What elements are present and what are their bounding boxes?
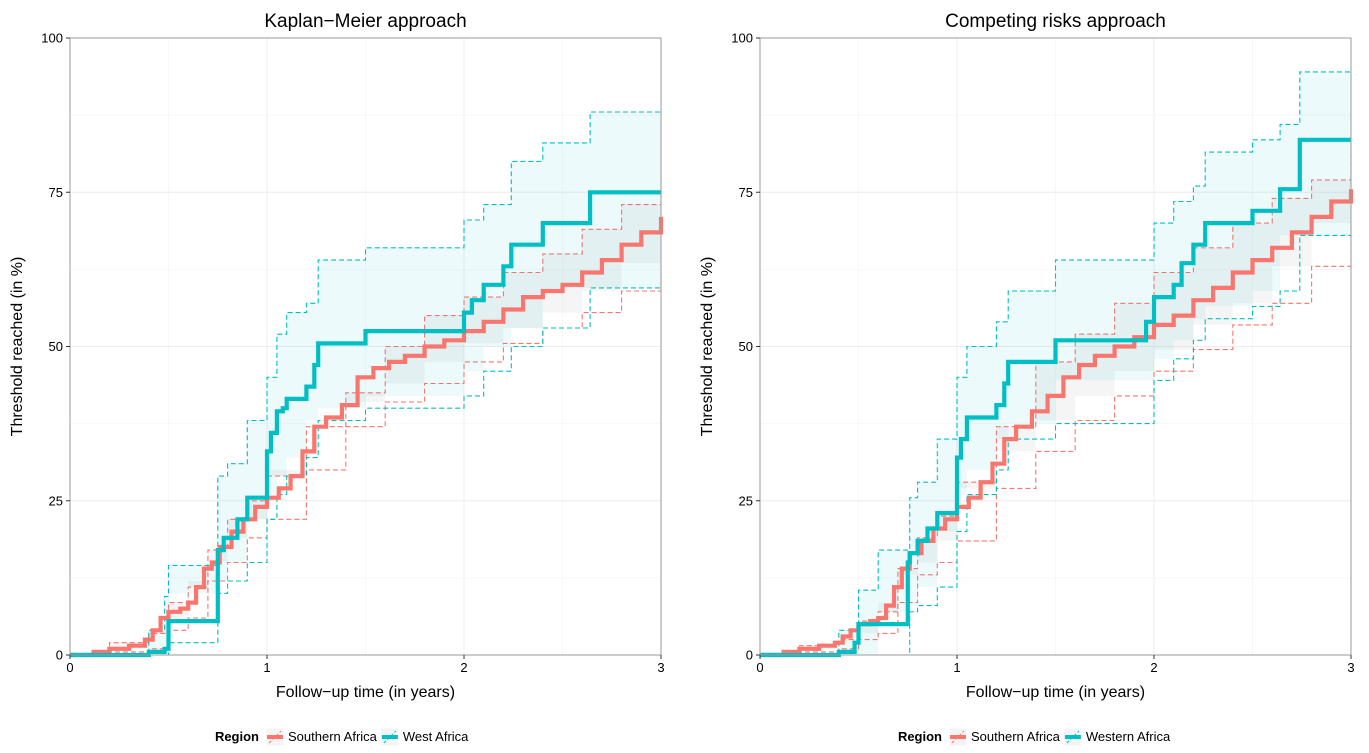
x-tick-label: 3	[1347, 660, 1354, 675]
series-line-western-africa	[760, 137, 1351, 658]
x-axis-title: Follow−up time (in years)	[276, 684, 455, 701]
chart-title: Kaplan−Meier approach	[264, 11, 466, 32]
chart-title: Competing risks approach	[945, 11, 1166, 32]
x-tick-label: 2	[1150, 660, 1157, 675]
legend-label-west-africa: West Africa	[403, 729, 469, 744]
legend-key-dash	[1066, 730, 1080, 744]
legend: Region Southern Africa West Africa	[215, 727, 469, 747]
y-tick-label: 25	[739, 493, 753, 508]
band-upper-western-africa	[760, 71, 1351, 656]
x-tick-label: 3	[657, 660, 664, 675]
legend-title: Region	[898, 729, 942, 744]
x-tick-label: 1	[953, 660, 960, 675]
y-tick-label: 0	[56, 648, 63, 663]
series-line-west-africa	[70, 190, 661, 658]
band-southern-africa	[70, 173, 661, 655]
x-tick-label: 1	[263, 660, 270, 675]
x-tick-label: 0	[66, 660, 73, 675]
plot-area: 0 1 2 3 0 25 50 75 100	[41, 31, 664, 676]
x-axis-title: Follow−up time (in years)	[966, 684, 1145, 701]
legend: Region Southern Africa Western Africa	[898, 727, 1171, 747]
y-axis-title: Threshold reached (in %)	[9, 257, 26, 437]
legend-label-southern-africa: Southern Africa	[288, 729, 378, 744]
band-southern-africa	[760, 149, 1351, 655]
y-tick-label: 75	[739, 185, 753, 200]
y-tick-label: 75	[49, 185, 63, 200]
legend-key-dash	[383, 730, 397, 744]
band-upper-southern-africa	[70, 173, 662, 656]
legend-title: Region	[215, 729, 259, 744]
y-tick-label: 0	[746, 648, 753, 663]
band-upper-west-africa	[70, 111, 661, 656]
y-tick-label: 100	[731, 31, 753, 46]
y-tick-label: 100	[41, 31, 63, 46]
legend-label-western-africa: Western Africa	[1086, 729, 1171, 744]
legend-key-dash	[951, 730, 965, 744]
y-tick-label: 25	[49, 493, 63, 508]
plot-area: 0 1 2 3 0 25 50 75 100	[731, 31, 1354, 676]
y-tick-label: 50	[49, 339, 63, 354]
legend-label-southern-africa: Southern Africa	[971, 729, 1061, 744]
y-axis-title: Threshold reached (in %)	[699, 257, 716, 437]
kaplan-meier-panel: 0 1 2 3 0 25 50 75 100 Kaplan−Meier approach Fol…	[9, 11, 665, 747]
x-tick-label: 2	[460, 660, 467, 675]
y-tick-label: 50	[739, 339, 753, 354]
legend-key-dash	[268, 730, 282, 744]
series-line-southern-africa	[70, 216, 664, 658]
x-tick-label: 0	[756, 660, 763, 675]
